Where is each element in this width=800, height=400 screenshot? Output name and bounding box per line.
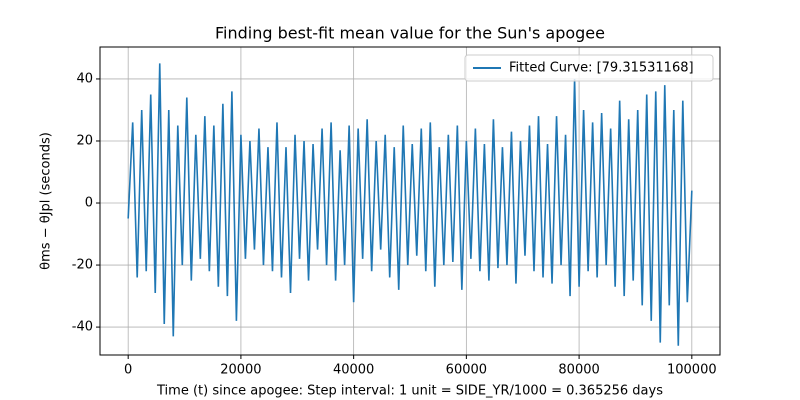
y-tick-label: -40 [72,320,93,335]
y-tick-label: 40 [76,71,93,86]
y-tick-label: -20 [72,258,93,273]
y-tick-label: 0 [85,196,93,211]
x-tick-label: 20000 [220,363,261,378]
y-tick-label: 20 [76,133,93,148]
x-tick-label: 40000 [333,363,374,378]
legend-label: Fitted Curve: [79.31531168] [509,61,694,76]
x-tick-label: 60000 [446,363,487,378]
x-tick-label: 80000 [558,363,599,378]
x-tick-label: 0 [124,363,132,378]
plot-frame [99,46,721,356]
y-axis-label: θms − θJpl (seconds) [39,132,54,270]
x-axis-label: Time (t) since apogee: Step interval: 1 … [156,384,663,399]
data-line [127,63,693,346]
legend-box [464,54,714,82]
x-tick-label: 100000 [667,363,717,378]
chart-title: Finding best-fit mean value for the Sun'… [215,24,605,43]
